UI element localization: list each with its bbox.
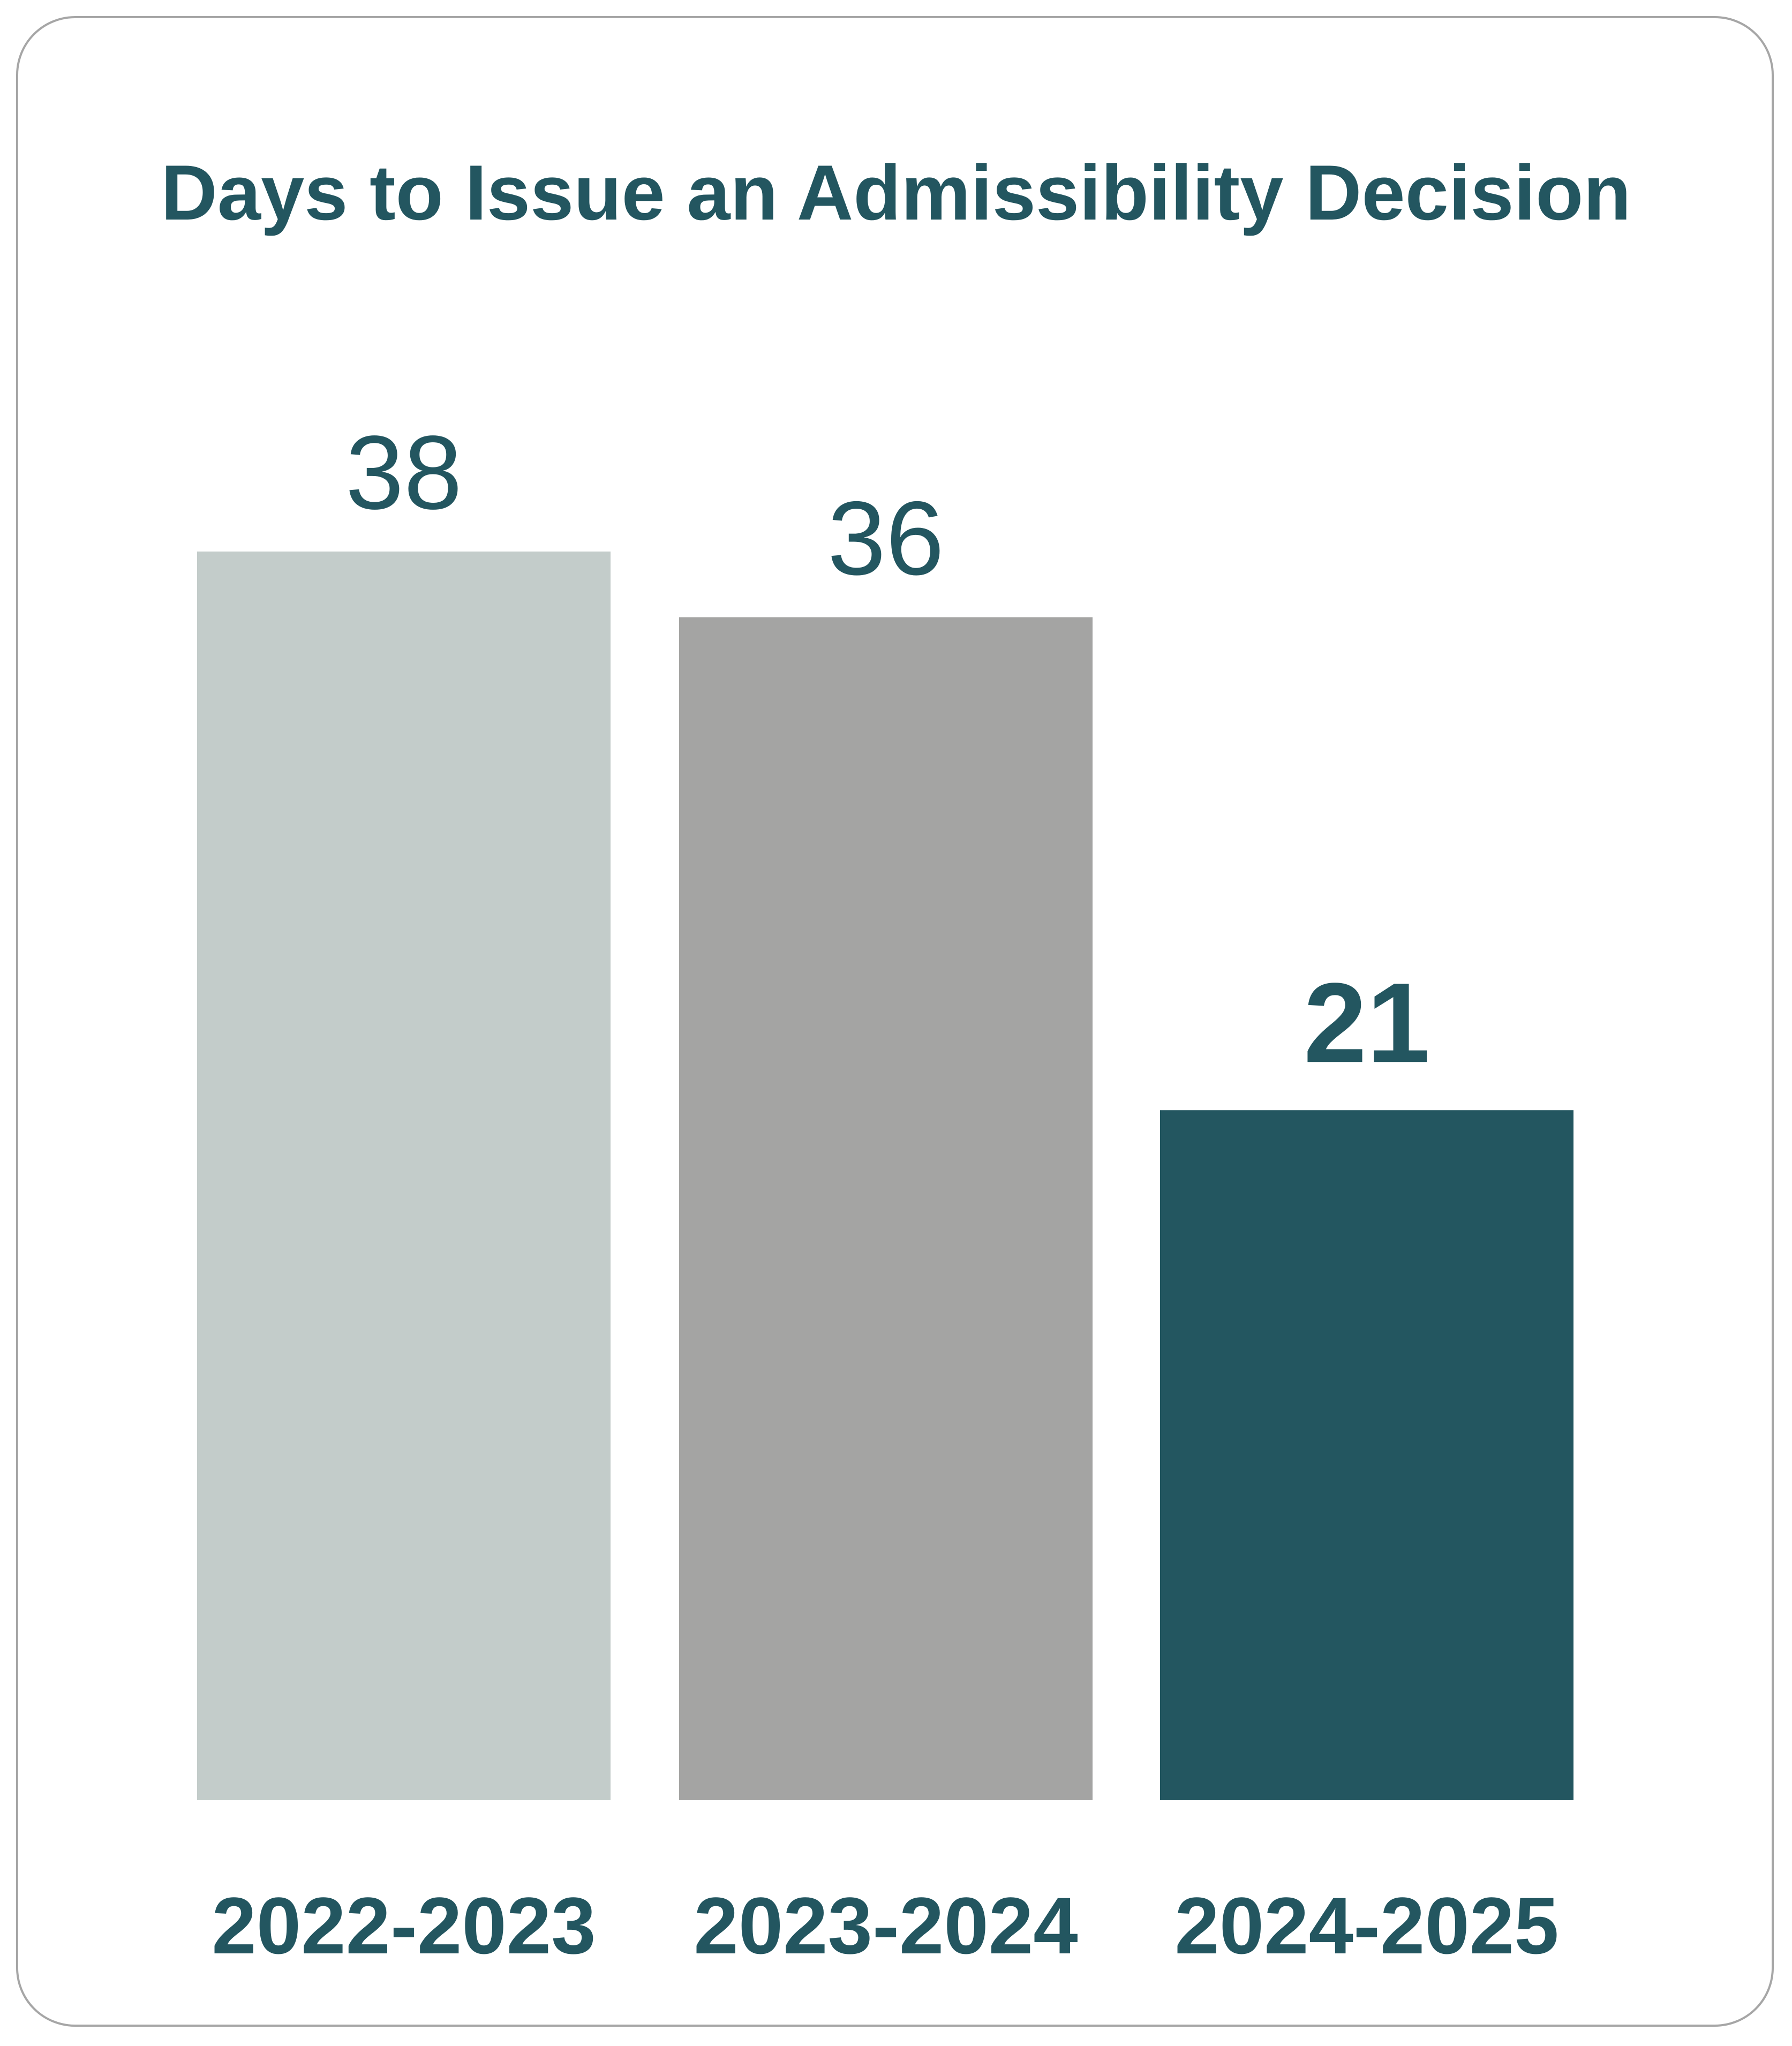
- bars-group: [197, 552, 1573, 1800]
- category-label-2023-2024: 2023-2024: [694, 1881, 1078, 1970]
- category-label-2024-2025: 2024-2025: [1174, 1881, 1558, 1970]
- chart-title: Days to Issue an Admissibility Decision: [161, 149, 1631, 236]
- bar-2024-2025: [1160, 1110, 1573, 1800]
- category-label-2022-2023: 2022-2023: [212, 1881, 596, 1970]
- category-labels-group: 2022-2023 2023-2024 2024-2025: [212, 1881, 1558, 1970]
- bar-2023-2024: [679, 617, 1093, 1800]
- bar-2022-2023: [197, 552, 611, 1800]
- value-label-2024-2025: 21: [1304, 959, 1430, 1086]
- value-labels-group: 38 36 21: [345, 414, 1430, 1086]
- value-label-2022-2023: 38: [345, 414, 462, 531]
- value-label-2023-2024: 36: [827, 480, 944, 597]
